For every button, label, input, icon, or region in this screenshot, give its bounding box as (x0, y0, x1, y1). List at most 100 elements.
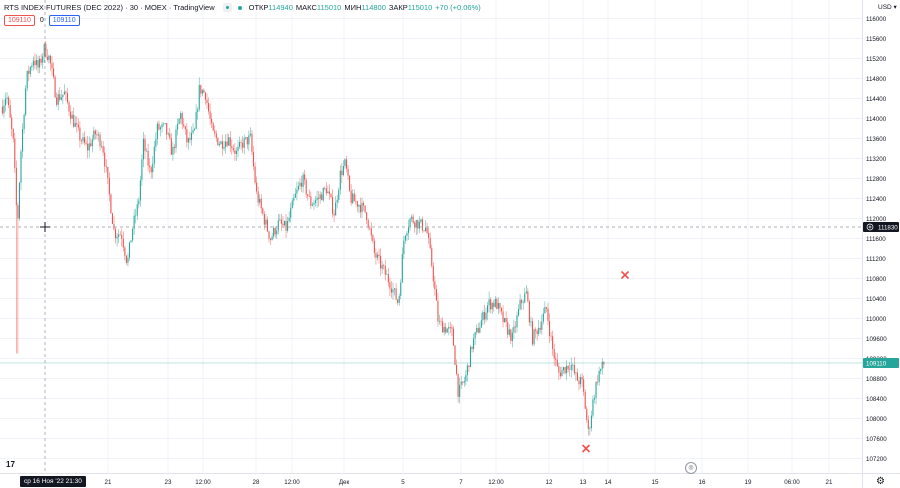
cross-marker (581, 444, 591, 453)
candle-body (178, 118, 180, 125)
candle-body (192, 130, 194, 133)
candle-body (268, 231, 270, 239)
candle-body (283, 220, 286, 226)
candle-body (208, 103, 210, 112)
candle-body (212, 123, 214, 131)
candle-body (440, 321, 442, 322)
candle-body (310, 196, 312, 206)
candle-body (276, 230, 278, 235)
candle-body (266, 219, 268, 232)
candle-body (235, 151, 237, 154)
candle-body (274, 227, 276, 235)
candle-body (70, 111, 72, 119)
candle-body (91, 139, 93, 147)
candle-body (115, 229, 117, 239)
candle-body (6, 97, 8, 99)
candle-body (327, 191, 329, 194)
candle-body (423, 230, 425, 231)
candle-body (350, 190, 352, 204)
candle-body (54, 76, 56, 98)
candle-body (215, 133, 217, 138)
candle-body (96, 134, 98, 136)
candle-body (158, 123, 160, 130)
candle-body (152, 163, 154, 173)
buy-button[interactable]: 109110 (48, 15, 80, 26)
gear-icon[interactable]: ⚙ (876, 476, 885, 487)
candle-body (79, 127, 81, 141)
candle-body (538, 327, 540, 335)
candle-body (456, 364, 458, 374)
candle-body (110, 194, 112, 214)
market-status-icon (237, 5, 242, 10)
candle-body (487, 305, 489, 313)
candle-body (446, 328, 448, 333)
candle-body (76, 123, 78, 125)
candle-body (82, 137, 84, 142)
symbol-title: RTS INDEX FUTURES (DEC 2022) · 30 · MOEX… (4, 3, 215, 12)
candle-body (437, 300, 439, 322)
currency-selector[interactable]: USD ▾ (878, 4, 897, 11)
y-tick-label: 113600 (866, 136, 887, 143)
candle-body (214, 130, 216, 134)
sell-button[interactable]: 109110 (4, 15, 35, 26)
candle-body (473, 338, 475, 349)
candle-body (77, 124, 79, 128)
candle-body (593, 397, 596, 400)
candle-body (128, 242, 131, 258)
candle-body (395, 288, 397, 300)
candle-body (477, 327, 479, 333)
candle-body (513, 326, 515, 333)
candle-body (369, 227, 371, 229)
close-label: ЗАКР (388, 3, 408, 12)
tradingview-logo-icon[interactable]: 17 (6, 460, 15, 469)
candle-body (31, 65, 33, 68)
candle-body (425, 227, 427, 231)
candle-body (584, 391, 586, 409)
candle-body (313, 202, 315, 205)
candle-body (514, 326, 516, 328)
candle-body (499, 303, 501, 309)
candle-body (4, 98, 7, 106)
candle-body (246, 137, 248, 145)
candle-body (567, 365, 569, 370)
candle-body (74, 123, 76, 127)
low-label: МИН (344, 3, 362, 12)
candle-body (508, 329, 510, 335)
price-axis[interactable]: 1072001076001080001084001088001092001096… (862, 0, 900, 488)
candle-body (392, 289, 394, 293)
candle-body (294, 193, 296, 198)
candle-body (522, 302, 524, 304)
candle-body (297, 186, 299, 190)
time-axis[interactable]: 21 23 12:00 28 12:00 Дек 5 7 12:00 12 13 14 15 16 19 06… (0, 473, 900, 487)
candle-body (88, 143, 90, 151)
candle-body (172, 146, 174, 155)
candle-body (409, 218, 411, 228)
candle-body (589, 428, 591, 429)
candle-body (287, 221, 289, 231)
candle-body (190, 132, 193, 140)
candle-body (59, 94, 61, 100)
candle-body (187, 138, 189, 143)
candle-body (63, 91, 65, 95)
y-tick-label: 112800 (866, 176, 887, 183)
x-tick-label: 21 (826, 479, 833, 486)
candle-body (432, 265, 434, 282)
candle-body (344, 159, 346, 166)
x-tick-label: 12 (546, 479, 553, 486)
high-label: МАКС (295, 3, 317, 12)
candle-body (285, 220, 287, 231)
candle-body (420, 219, 422, 222)
candle-body (389, 282, 391, 289)
scroll-to-realtime-icon[interactable]: ◎ (685, 462, 697, 474)
chart-overlays (0, 0, 862, 473)
candle-body (590, 415, 592, 429)
eye-icon[interactable] (222, 3, 232, 12)
candle-body (322, 188, 324, 201)
candle-body (211, 118, 213, 124)
last-price-text: 109110 (866, 360, 887, 367)
candle-body (97, 134, 100, 136)
candle-body (73, 114, 75, 127)
candle-body (339, 170, 341, 190)
candle-body (242, 142, 244, 148)
